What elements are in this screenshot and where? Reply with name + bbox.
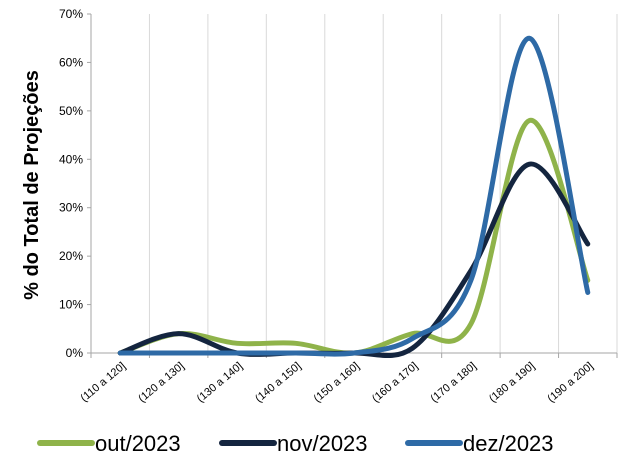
- y-tick-label: 20%: [59, 249, 83, 263]
- y-tick-label: 40%: [59, 152, 83, 166]
- x-tick-label: (180 a 190]: [487, 360, 537, 405]
- series-line-2: [117, 161, 591, 359]
- x-tick-label: (110 a 120]: [78, 360, 128, 404]
- legend-label-2: nov/2023: [277, 431, 368, 456]
- y-axis-label: % do Total de Projeções: [21, 70, 43, 300]
- grid-lines: [148, 14, 618, 353]
- x-tick-label: (190 a 200]: [545, 360, 595, 405]
- y-tick-label: 10%: [59, 298, 83, 312]
- axes: [87, 13, 618, 358]
- y-tick-labels: 0% 10% 20% 30% 40% 50% 60% 70%: [59, 7, 83, 360]
- y-tick-label: 70%: [59, 7, 83, 21]
- y-tick-label: 30%: [59, 201, 83, 215]
- x-tick-label: (170 a 180]: [428, 360, 478, 405]
- x-tick-label: (130 a 140]: [195, 360, 245, 405]
- legend: out/2023 nov/2023 dez/2023: [37, 431, 554, 456]
- x-tick-label: (120 a 130]: [136, 360, 186, 405]
- legend-label-3: dez/2023: [463, 431, 554, 456]
- y-tick-label: 0%: [66, 346, 84, 360]
- y-tick-label: 50%: [59, 104, 83, 118]
- x-tick-label: (160 a 170]: [370, 360, 420, 405]
- x-tick-label: (140 a 150]: [253, 360, 303, 405]
- series-lines: [117, 35, 591, 359]
- series-line-1: [117, 118, 591, 356]
- x-tick-label: (150 a 160]: [312, 360, 362, 405]
- y-tick-label: 60%: [59, 55, 83, 69]
- legend-label-1: out/2023: [95, 431, 181, 456]
- x-tick-labels: (110 a 120] (120 a 130] (130 a 140] (140 a …: [78, 360, 595, 405]
- series-line-3: [117, 35, 591, 357]
